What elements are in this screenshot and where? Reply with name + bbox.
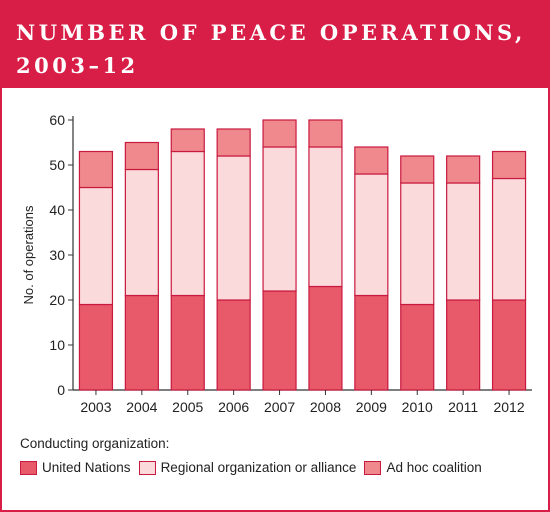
legend-heading: Conducting organization: — [20, 436, 170, 451]
bar-segment-regional — [78, 186, 114, 306]
y-tick-label: 0 — [57, 382, 65, 398]
bar-segment-un — [124, 294, 159, 391]
x-tick-label: 2009 — [356, 399, 387, 415]
x-tick-label: 2004 — [126, 399, 157, 415]
y-axis-title: No. of operations — [21, 205, 36, 305]
legend-swatch-adhoc — [364, 460, 382, 475]
legend-item-un: United Nations — [20, 460, 131, 475]
chart-header: NUMBER OF PEACE OPERATIONS, 2003–12 — [2, 2, 548, 88]
bar-segment-regional — [400, 182, 435, 306]
y-tick-label: 20 — [49, 292, 65, 308]
y-tick-label: 10 — [49, 337, 65, 353]
bar-segment-un — [446, 299, 481, 391]
legend-item-regional: Regional organization or alliance — [138, 460, 357, 475]
bar-segment-un — [262, 290, 297, 391]
bar-segment-un — [400, 303, 435, 391]
legend-label-adhoc: Ad hoc coalition — [386, 460, 482, 475]
bar-segment-regional — [216, 155, 251, 301]
bar-segment-adhoc — [354, 146, 389, 175]
x-tick-label: 2007 — [264, 399, 295, 415]
bar-segment-un — [354, 294, 389, 391]
x-tick-label: 2010 — [402, 399, 433, 415]
legend-items: United Nations Regional organization or … — [20, 460, 490, 475]
bar-segment-adhoc — [491, 150, 527, 180]
stacked-bar-chart: 0 10 20 30 40 50 60 No. of operations 2003 2004 20… — [21, 112, 532, 415]
legend-label-un: United Nations — [42, 460, 131, 475]
legend-swatch-un — [20, 460, 37, 475]
bar-segment-adhoc — [124, 141, 159, 171]
y-tick-label: 40 — [49, 202, 65, 218]
y-tick-label: 50 — [49, 157, 65, 173]
bar-segment-un — [216, 299, 251, 391]
bar-segment-regional — [446, 182, 481, 301]
chart-title-line-2: 2003–12 — [16, 53, 139, 78]
x-tick-label: 2011 — [448, 399, 478, 415]
bar-segment-adhoc — [78, 150, 114, 189]
x-tick-label: 2008 — [310, 399, 341, 415]
bar-segment-regional — [491, 177, 527, 301]
bar-segment-adhoc — [262, 119, 297, 148]
plot-area: 0 10 20 30 40 50 60 No. of operations 2003 2004 20… — [2, 88, 548, 428]
bar-segment-un — [170, 294, 205, 391]
legend: Conducting organization: United Nations … — [2, 430, 548, 510]
bar-segment-regional — [354, 173, 389, 297]
bar-segment-un — [78, 303, 114, 391]
bar-segment-adhoc — [308, 119, 343, 148]
bar-segment-un — [491, 299, 527, 391]
bar-segment-regional — [308, 146, 343, 288]
legend-item-adhoc: Ad hoc coalition — [364, 460, 482, 475]
bar-segment-adhoc — [216, 128, 251, 157]
y-tick-label: 30 — [49, 247, 65, 263]
chart-title: NUMBER OF PEACE OPERATIONS, 2003–12 — [16, 16, 536, 82]
x-tick-label: 2012 — [493, 399, 524, 415]
legend-swatch-regional — [138, 460, 156, 475]
bar-segment-adhoc — [446, 155, 481, 184]
bar-segment-regional — [262, 146, 297, 292]
x-tick-label: 2006 — [218, 399, 249, 415]
bar-segment-adhoc — [400, 155, 435, 184]
legend-label-regional: Regional organization or alliance — [160, 460, 357, 475]
y-tick-label: 60 — [49, 112, 65, 128]
chart-title-line-1: NUMBER OF PEACE OPERATIONS, — [16, 20, 526, 45]
bar-segment-regional — [170, 150, 205, 297]
x-tick-label: 2005 — [172, 399, 203, 415]
bar-segment-regional — [124, 168, 159, 297]
x-tick-label: 2003 — [80, 399, 111, 415]
bar-segment-adhoc — [170, 128, 205, 153]
bar-segment-un — [308, 285, 343, 391]
